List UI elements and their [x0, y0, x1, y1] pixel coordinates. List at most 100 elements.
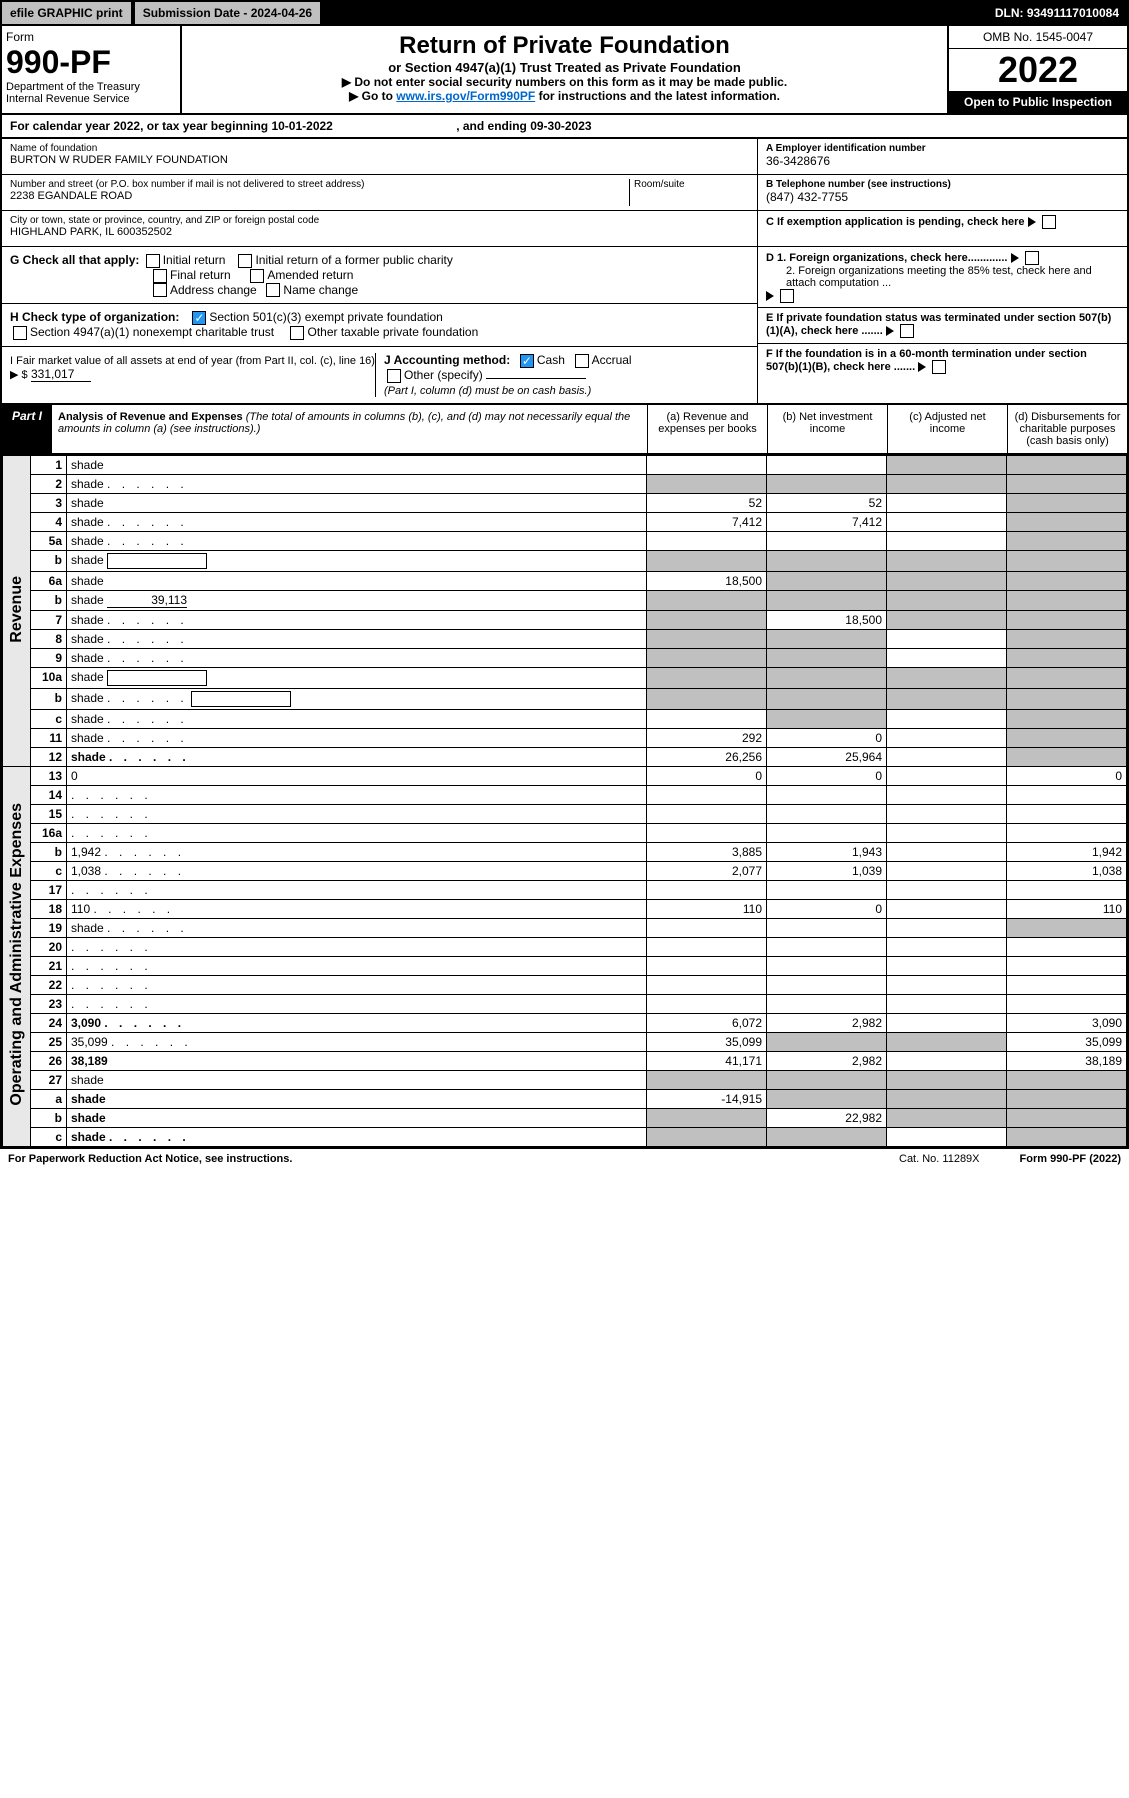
amount-col-a [647, 1108, 767, 1127]
foreign-85-checkbox[interactable] [780, 289, 794, 303]
amount-col-b [767, 648, 887, 667]
part1-table: Revenue1shade2shade . . . . . .3shade525… [2, 455, 1127, 1147]
line-number: 24 [31, 1013, 67, 1032]
table-row: cshade . . . . . . [3, 1127, 1127, 1146]
amount-col-b [767, 918, 887, 937]
table-row: 4shade . . . . . .7,4127,412 [3, 512, 1127, 531]
line-number: 12 [31, 747, 67, 766]
amount-col-c [887, 1127, 1007, 1146]
line-description: shade [67, 550, 647, 571]
table-row: ashade-14,915 [3, 1089, 1127, 1108]
amount-col-b: 22,982 [767, 1108, 887, 1127]
table-row: 19shade . . . . . . [3, 918, 1127, 937]
table-row: 243,090 . . . . . .6,0722,9823,090 [3, 1013, 1127, 1032]
section-d: D 1. Foreign organizations, check here..… [758, 247, 1127, 308]
amount-col-a [647, 937, 767, 956]
amount-col-c [887, 785, 1007, 804]
amount-col-c [887, 688, 1007, 709]
header-center: Return of Private Foundation or Section … [182, 26, 947, 113]
other-taxable-checkbox[interactable] [290, 326, 304, 340]
line-description: . . . . . . [67, 880, 647, 899]
table-row: 16a . . . . . . [3, 823, 1127, 842]
name-change-checkbox[interactable] [266, 283, 280, 297]
amount-col-a [647, 823, 767, 842]
4947-checkbox[interactable] [13, 326, 27, 340]
status-terminated-checkbox[interactable] [900, 324, 914, 338]
line-number: 18 [31, 899, 67, 918]
amount-col-c [887, 766, 1007, 785]
form-label: Form [6, 30, 176, 44]
cash-checkbox[interactable] [520, 354, 534, 368]
table-row: cshade . . . . . . [3, 709, 1127, 728]
table-row: b1,942 . . . . . .3,8851,9431,942 [3, 842, 1127, 861]
exemption-pending-checkbox[interactable] [1042, 215, 1056, 229]
amount-col-a [647, 918, 767, 937]
initial-return-checkbox[interactable] [146, 254, 160, 268]
amount-col-c [887, 918, 1007, 937]
amount-col-b: 0 [767, 766, 887, 785]
street-address: 2238 EGANDALE ROAD [10, 190, 629, 202]
ein-cell: A Employer identification number 36-3428… [758, 139, 1127, 175]
amount-col-c [887, 728, 1007, 747]
line-number: c [31, 1127, 67, 1146]
amount-col-b: 0 [767, 728, 887, 747]
final-return-checkbox[interactable] [153, 269, 167, 283]
amount-col-c [887, 1070, 1007, 1089]
60month-checkbox[interactable] [932, 360, 946, 374]
amount-col-b [767, 975, 887, 994]
other-method-checkbox[interactable] [387, 369, 401, 383]
line-number: b [31, 842, 67, 861]
ty-end: 09-30-2023 [530, 119, 591, 133]
amount-col-a: 52 [647, 493, 767, 512]
amount-col-b: 18,500 [767, 610, 887, 629]
amount-col-c [887, 804, 1007, 823]
amended-return-checkbox[interactable] [250, 269, 264, 283]
info-left: Name of foundation BURTON W RUDER FAMILY… [2, 139, 757, 403]
amount-col-d [1007, 1070, 1127, 1089]
address-change-checkbox[interactable] [153, 283, 167, 297]
section-f: F If the foundation is in a 60-month ter… [758, 344, 1127, 380]
form-container: efile GRAPHIC print Submission Date - 20… [0, 0, 1129, 1149]
foundation-name: BURTON W RUDER FAMILY FOUNDATION [10, 154, 749, 166]
line-number: 20 [31, 937, 67, 956]
note-link: ▶ Go to www.irs.gov/Form990PF for instru… [188, 89, 941, 103]
section-h: H Check type of organization: Section 50… [2, 304, 757, 347]
table-row: 2shade . . . . . . [3, 474, 1127, 493]
table-row: 11shade . . . . . .2920 [3, 728, 1127, 747]
amount-col-c [887, 861, 1007, 880]
line-number: b [31, 590, 67, 610]
irs-link[interactable]: www.irs.gov/Form990PF [396, 89, 535, 103]
amount-col-c [887, 455, 1007, 474]
irs: Internal Revenue Service [6, 93, 176, 105]
table-row: 21 . . . . . . [3, 956, 1127, 975]
amount-col-d [1007, 550, 1127, 571]
arrow-icon [1028, 217, 1036, 227]
amount-col-a [647, 994, 767, 1013]
line-description: 3,090 . . . . . . [67, 1013, 647, 1032]
line-number: 25 [31, 1032, 67, 1051]
amount-col-d [1007, 785, 1127, 804]
amount-col-a [647, 629, 767, 648]
amount-col-a [647, 667, 767, 688]
initial-former-checkbox[interactable] [238, 254, 252, 268]
col-b-header: (b) Net investment income [767, 405, 887, 453]
amount-col-b [767, 1070, 887, 1089]
line-number: 5a [31, 531, 67, 550]
501c3-checkbox[interactable] [192, 311, 206, 325]
table-row: 5ashade . . . . . . [3, 531, 1127, 550]
line-description: shade 39,113 [67, 590, 647, 610]
line-description: . . . . . . [67, 785, 647, 804]
amount-col-a [647, 975, 767, 994]
amount-col-d [1007, 667, 1127, 688]
amount-col-d [1007, 610, 1127, 629]
amount-col-b [767, 880, 887, 899]
line-number: 2 [31, 474, 67, 493]
accrual-checkbox[interactable] [575, 354, 589, 368]
line-number: 22 [31, 975, 67, 994]
line-description: shade . . . . . . [67, 512, 647, 531]
foreign-org-checkbox[interactable] [1025, 251, 1039, 265]
amount-col-b [767, 804, 887, 823]
amount-col-c [887, 937, 1007, 956]
amount-col-a: -14,915 [647, 1089, 767, 1108]
amount-col-a [647, 648, 767, 667]
